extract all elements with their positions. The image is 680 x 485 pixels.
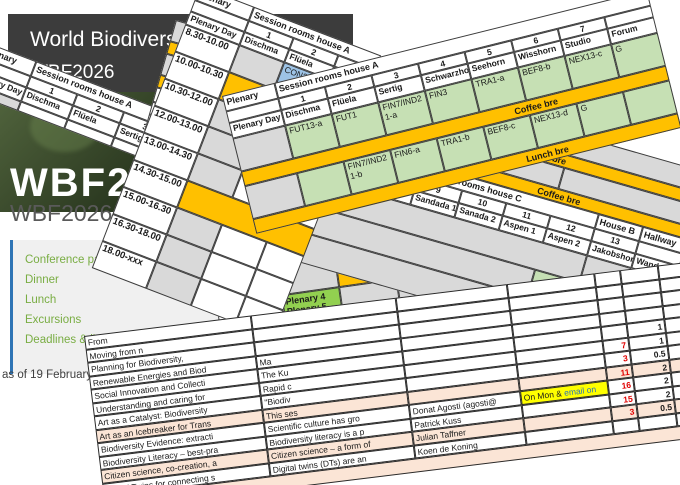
menu-item-conference-part[interactable]: Conference pa bbox=[25, 254, 101, 266]
as-of-date: as of 19 February 2 bbox=[2, 369, 102, 381]
menu-item-excursions[interactable]: Excursions bbox=[25, 314, 82, 326]
menu-item-dinner[interactable]: Dinner bbox=[25, 274, 59, 286]
menu-item-lunch[interactable]: Lunch bbox=[25, 294, 57, 306]
banner-title: World Biodiversi bbox=[30, 28, 182, 51]
